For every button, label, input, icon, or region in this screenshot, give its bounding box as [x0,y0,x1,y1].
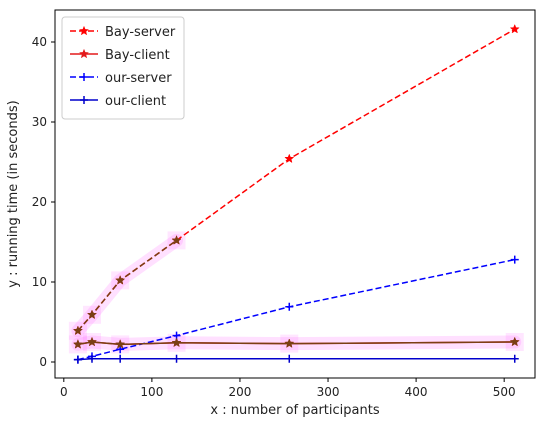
data-point-our-client-256 [285,354,294,363]
series-line-our-client [77,358,515,361]
data-point-our-client-32 [87,354,96,363]
legend-label-our-server: our-server [105,71,172,86]
x-tick-label-200: 200 [229,385,252,399]
legend-entry-our-client: our-client [70,94,166,109]
data-point-bay-server-512 [509,23,520,34]
x-tick-label-400: 400 [405,385,428,399]
legend: Bay-server Bay-client our-server our-client [61,16,185,120]
tick-layer: 0 100 200 300 400 500 0 10 20 30 40 [32,35,516,399]
legend-entry-bay-client: Bay-client [70,48,170,63]
legend-label-bay-client: Bay-client [105,48,170,63]
x-tick-label-100: 100 [140,385,163,399]
legend-marker-our-server [80,73,88,81]
legend-label-bay-server: Bay-server [105,25,176,40]
x-tick-label-0: 0 [60,385,68,399]
data-point-our-server-512 [510,255,519,264]
overlay-layer [72,235,520,349]
data-point-our-client-512 [510,354,519,363]
legend-label-our-client: our-client [105,94,166,109]
overlay-point-2-32 [86,336,98,347]
overlay-series-2 [72,336,520,349]
data-point-our-server-256 [285,302,294,311]
legend-box [61,16,185,120]
y-tick-label-0: 0 [39,355,47,369]
plot-frame [54,9,536,379]
x-axis-label: x : number of participants [210,403,379,418]
overlay-point-1-128 [171,235,182,245]
legend-marker-our-client [80,96,88,104]
y-axis-label: y : running time (in seconds) [6,100,21,287]
y-tick-label-10: 10 [32,275,47,289]
y-tick-label-30: 30 [32,115,47,129]
y-tick-label-40: 40 [32,35,47,49]
legend-marker-bay-server [78,25,90,36]
overlay-line-1 [77,239,177,332]
x-tick-label-500: 500 [493,385,516,399]
overlay-point-2-128 [171,337,182,348]
legend-entry-bay-server: Bay-server [70,25,176,40]
data-point-our-client-16 [73,355,82,364]
data-point-our-client-64 [116,354,125,363]
series-our-client [73,354,519,364]
y-tick-label-20: 20 [32,195,47,209]
x-tick-label-300: 300 [317,385,340,399]
overlay-point-2-64 [115,339,126,349]
legend-marker-bay-client [78,48,90,59]
overlay-point-2-512 [509,336,520,347]
legend-entry-our-server: our-server [70,71,172,86]
overlay-point-1-32 [86,309,98,320]
overlay-point-2-16 [72,339,83,349]
overlay-point-1-64 [115,275,126,285]
data-point-our-client-128 [172,354,181,363]
data-point-bay-server-256 [284,153,295,164]
overlay-point-1-16 [72,325,83,336]
overlay-series-1 [72,235,182,336]
overlay-point-2-256 [284,338,295,348]
